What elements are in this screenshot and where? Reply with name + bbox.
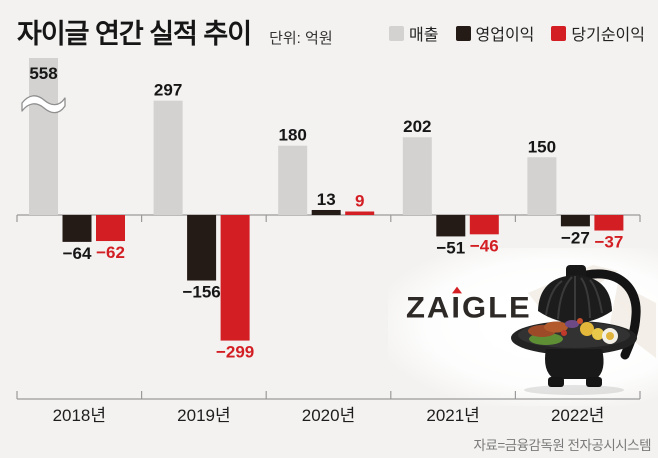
bar-영업이익-2018년 xyxy=(62,215,92,242)
header: 자이글 연간 실적 추이 단위: 억원 xyxy=(17,12,333,51)
source-credit: 자료=금융감독원 전자공시시스템 xyxy=(473,438,651,453)
logo-accent-icon xyxy=(451,286,462,294)
food-egg-yolk xyxy=(606,332,614,340)
bar-매출-2018년 xyxy=(29,58,58,215)
logo-text: I xyxy=(451,290,462,325)
bar-영업이익-2022년 xyxy=(560,215,590,227)
value-label: −37 xyxy=(594,233,623,252)
bar-당기순이익-2019년 xyxy=(220,215,250,341)
legend-item-net-profit: 당기순이익 xyxy=(551,21,645,45)
category-label: 2018년 xyxy=(53,406,106,425)
value-label: 558 xyxy=(29,64,57,83)
food-onion xyxy=(565,320,579,328)
bar-영업이익-2019년 xyxy=(187,215,217,281)
value-label: 297 xyxy=(154,81,182,100)
legend-label: 영업이익 xyxy=(475,27,535,44)
bar-매출-2020년 xyxy=(278,145,308,215)
food-squash xyxy=(580,322,594,336)
value-label: −64 xyxy=(63,244,92,263)
logo-text: ZA xyxy=(406,290,452,325)
legend-label: 매출 xyxy=(409,27,439,44)
bar-당기순이익-2021년 xyxy=(469,215,499,235)
bar-매출-2022년 xyxy=(527,157,557,215)
axis-break-icon xyxy=(21,95,66,114)
value-label: 9 xyxy=(355,192,364,211)
logo-text: GLE xyxy=(461,290,532,325)
legend-label: 당기순이익 xyxy=(571,27,645,44)
category-label: 2020년 xyxy=(302,406,355,425)
food-meat xyxy=(544,321,568,333)
net-profit-swatch-icon xyxy=(551,25,567,41)
legend-item-revenue: 매출 xyxy=(389,21,439,45)
grill-foot xyxy=(548,377,564,387)
value-label: 202 xyxy=(403,117,431,136)
grill-dome-ribs xyxy=(545,276,603,321)
category-label: 2021년 xyxy=(426,406,479,425)
bar-매출-2021년 xyxy=(402,137,432,215)
revenue-swatch-icon xyxy=(389,25,405,41)
operating-profit-swatch-icon xyxy=(455,25,471,41)
bar-매출-2019년 xyxy=(153,100,183,215)
brand-logo: ZA IGLE xyxy=(406,286,532,325)
value-label: −62 xyxy=(96,243,125,262)
food-pepper xyxy=(561,330,567,336)
category-label: 2022년 xyxy=(551,406,604,425)
chart-title: 자이글 연간 실적 추이 xyxy=(17,19,252,49)
grill-foot xyxy=(586,377,602,387)
bar-영업이익-2021년 xyxy=(436,215,466,237)
value-label: −156 xyxy=(182,283,220,302)
bar-영업이익-2020년 xyxy=(311,209,341,215)
legend: 매출 영업이익 당기순이익 xyxy=(389,21,645,45)
bar-당기순이익-2020년 xyxy=(345,211,375,215)
grill-shadow xyxy=(524,385,624,395)
legend-item-operating-profit: 영업이익 xyxy=(455,21,535,45)
value-label: −46 xyxy=(470,236,499,255)
category-label: 2019년 xyxy=(177,406,230,425)
bar-당기순이익-2018년 xyxy=(96,215,125,242)
value-label: 13 xyxy=(317,190,336,209)
value-label: 150 xyxy=(528,137,556,156)
food-pepper xyxy=(577,318,583,324)
bar-당기순이익-2022년 xyxy=(594,215,624,231)
food-squash xyxy=(592,328,604,340)
unit-label: 단위: 억원 xyxy=(269,30,333,47)
grill-product-image xyxy=(511,265,656,395)
value-label: −27 xyxy=(561,228,590,247)
value-label: −299 xyxy=(216,343,254,362)
value-label: 180 xyxy=(279,126,307,145)
grill-base xyxy=(545,349,604,379)
value-label: −51 xyxy=(436,238,465,257)
